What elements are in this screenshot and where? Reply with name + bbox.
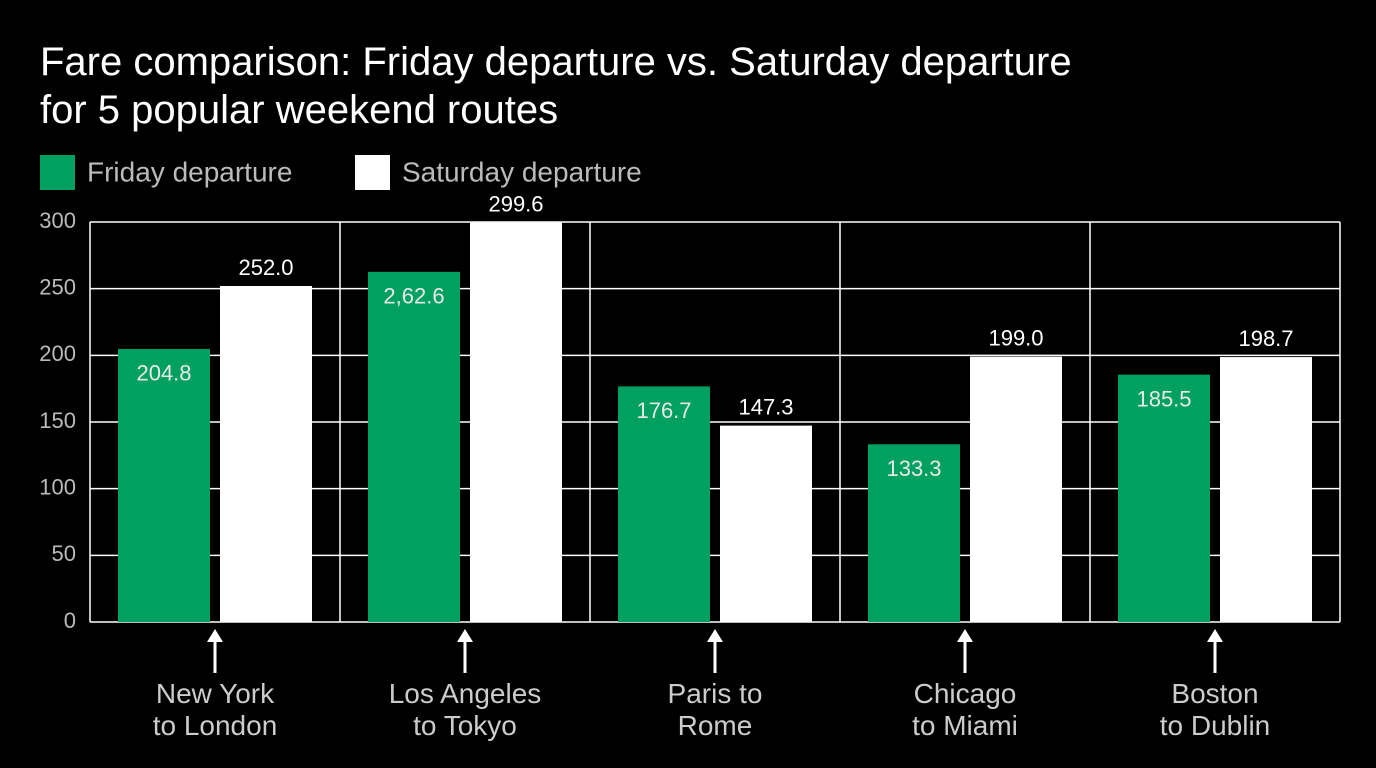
y-tick-label: 0 <box>64 608 76 633</box>
y-tick-label: 100 <box>39 474 76 499</box>
arrow-head <box>207 629 223 642</box>
legend-label: Friday departure <box>87 156 292 187</box>
x-tick-label: Los Angeles to Tokyo <box>388 678 542 741</box>
arrow-head <box>1207 629 1223 642</box>
chart-title: Fare comparison: Friday departure vs. Sa… <box>40 40 1072 132</box>
x-tick-label: New York to London <box>152 678 278 741</box>
data-label: 198.7 <box>1238 326 1293 351</box>
y-tick-label: 300 <box>39 208 76 233</box>
data-label: 299.6 <box>488 191 543 216</box>
bar <box>368 271 460 622</box>
y-tick-label: 200 <box>39 341 76 366</box>
bar <box>1118 374 1210 622</box>
y-tick-label: 150 <box>39 408 76 433</box>
legend-swatch <box>355 155 390 190</box>
arrow-head <box>457 629 473 642</box>
data-label: 185.5 <box>1136 386 1191 411</box>
data-label: 2,62.6 <box>383 284 444 309</box>
data-label: 252.0 <box>238 255 293 280</box>
legend-swatch <box>40 155 75 190</box>
data-label: 147.3 <box>738 394 793 419</box>
y-tick-label: 50 <box>52 541 76 566</box>
bar <box>720 425 812 622</box>
bar <box>868 444 960 622</box>
x-tick-label: Chicago to Miami <box>912 678 1018 741</box>
bar <box>470 222 562 623</box>
arrow-head <box>957 629 973 642</box>
data-label: 204.8 <box>136 361 191 386</box>
x-tick-label: Paris to Rome <box>667 678 763 741</box>
bar <box>1220 357 1312 622</box>
data-label: 199.0 <box>988 325 1043 350</box>
x-tick-label: Boston to Dublin <box>1159 678 1271 741</box>
data-label: 133.3 <box>886 456 941 481</box>
bar <box>118 348 210 622</box>
legend-label: Saturday departure <box>402 156 642 187</box>
y-tick-label: 250 <box>39 274 76 299</box>
bar <box>970 356 1062 622</box>
arrow-head <box>707 629 723 642</box>
bar <box>618 386 710 622</box>
data-label: 176.7 <box>636 398 691 423</box>
bar <box>220 286 312 622</box>
